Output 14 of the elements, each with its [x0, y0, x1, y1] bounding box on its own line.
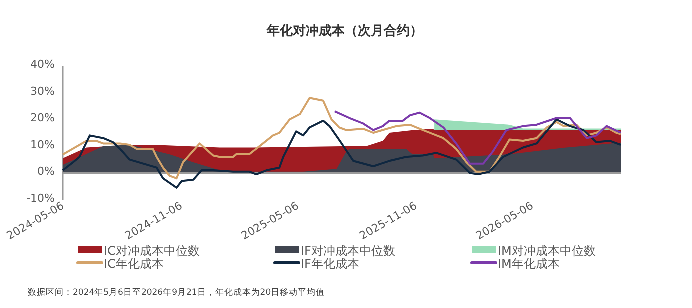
chart-title: 年化对冲成本（次月合约）: [266, 23, 423, 39]
legend-label: IF对冲成本中位数: [301, 244, 396, 258]
legend-label: IM对冲成本中位数: [498, 244, 596, 258]
text: 数据区间：2024年5月6日至2026年9月21日，年化成本为20日移动平均值: [28, 287, 326, 298]
legend-label: IM年化成本: [498, 257, 560, 271]
y-tick-label: 10%: [30, 138, 55, 152]
legend-label: IF年化成本: [301, 257, 360, 271]
y-tick-label: 40%: [30, 58, 55, 71]
legend-label: IC年化成本: [104, 257, 164, 271]
legend-label: IC对冲成本中位数: [104, 244, 200, 258]
y-tick-label: 0%: [38, 165, 55, 178]
y-tick-label: -10%: [26, 192, 55, 205]
y-tick-label: 20%: [30, 112, 55, 125]
y-tick-label: 30%: [30, 84, 55, 98]
